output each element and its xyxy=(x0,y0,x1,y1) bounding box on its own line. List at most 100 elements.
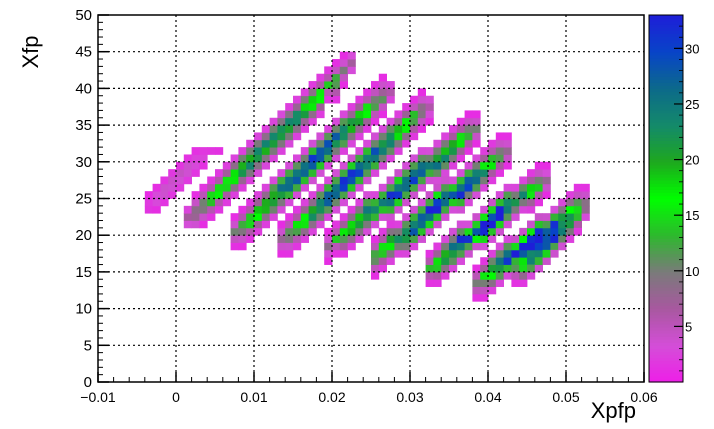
heatmap-bin xyxy=(472,132,481,141)
heatmap-bin xyxy=(378,205,387,214)
heatmap-bin xyxy=(472,110,481,119)
heatmap-bin xyxy=(316,213,325,221)
heatmap-bin xyxy=(503,257,512,265)
heatmap-bin xyxy=(402,198,411,207)
heatmap-bin xyxy=(488,176,497,185)
colorbar-segment xyxy=(649,174,683,178)
colorbar-segment xyxy=(649,330,683,334)
colorbar-segment xyxy=(649,45,683,50)
heatmap-bin xyxy=(339,242,348,251)
heatmap-bin xyxy=(472,264,481,273)
heatmap-bin xyxy=(456,242,465,251)
heatmap-bin xyxy=(441,235,450,243)
colorbar-segment xyxy=(649,216,683,221)
heatmap-bin xyxy=(316,169,325,177)
heatmap-bin xyxy=(519,191,528,199)
heatmap-bin xyxy=(339,227,348,236)
heatmap-bin xyxy=(394,147,403,155)
heatmap-bin xyxy=(425,110,434,119)
heatmap-bin xyxy=(456,220,465,229)
heatmap-bin xyxy=(488,271,497,280)
colorbar-segment xyxy=(649,76,683,80)
heatmap-bin xyxy=(324,125,333,133)
heatmap-bin xyxy=(355,147,364,155)
colorbar-segment xyxy=(649,39,683,44)
heatmap-bin xyxy=(425,264,434,273)
heatmap-bin xyxy=(488,205,497,214)
colorbar-segment xyxy=(649,33,683,38)
heatmap-bin xyxy=(417,125,426,133)
heatmap-bin xyxy=(495,147,504,155)
heatmap-bin xyxy=(371,117,380,126)
heatmap-bin xyxy=(339,249,348,258)
heatmap-bin xyxy=(277,117,286,126)
heatmap-bin xyxy=(324,147,333,155)
heatmap-bin xyxy=(456,125,465,133)
heatmap-bin xyxy=(363,220,372,229)
heatmap-bin xyxy=(519,198,528,207)
heatmap-bin xyxy=(527,264,536,273)
heatmap-bin xyxy=(191,161,200,170)
heatmap-bin xyxy=(519,242,528,251)
heatmap-bin xyxy=(425,154,434,163)
colorbar-segment xyxy=(649,118,683,123)
heatmap-bin xyxy=(503,242,512,251)
heatmap-bin xyxy=(269,183,278,192)
heatmap-bin xyxy=(347,132,356,141)
heatmap-bin xyxy=(324,66,333,75)
colorbar-segment xyxy=(649,57,683,62)
heatmap-bin xyxy=(425,220,434,229)
heatmap-bin xyxy=(386,139,395,148)
heatmap-bin xyxy=(293,242,302,251)
heatmap-bin xyxy=(285,220,294,229)
heatmap-bin xyxy=(378,139,387,148)
heatmap-bin xyxy=(324,242,333,251)
heatmap-bin xyxy=(293,125,302,133)
heatmap-bin xyxy=(425,169,434,177)
heatmap-bin xyxy=(285,117,294,126)
heatmap-bin xyxy=(285,132,294,141)
colorbar-segment xyxy=(649,137,683,141)
heatmap-bin xyxy=(191,147,200,155)
colorbar-tick-label: 20 xyxy=(685,153,699,168)
heatmap-bin xyxy=(261,183,270,192)
heatmap-bin xyxy=(199,183,208,192)
colorbar-segment xyxy=(649,140,683,145)
heatmap-bin xyxy=(417,213,426,221)
heatmap-bin xyxy=(308,81,317,89)
heatmap-bin xyxy=(410,154,419,163)
colorbar-segment xyxy=(649,244,683,249)
heatmap-bin xyxy=(519,271,528,280)
heatmap-bin xyxy=(441,205,450,214)
heatmap-bin xyxy=(550,213,559,221)
heatmap-bin xyxy=(324,205,333,214)
heatmap-bin xyxy=(519,183,528,192)
heatmap-bin xyxy=(503,132,512,141)
heatmap-bin xyxy=(488,279,497,287)
heatmap-bin xyxy=(402,191,411,199)
heatmap-bin xyxy=(480,271,489,280)
heatmap-bin xyxy=(527,227,536,236)
heatmap-bin xyxy=(363,154,372,163)
heatmap-bin xyxy=(355,176,364,185)
heatmap-bin xyxy=(441,213,450,221)
heatmap-bin xyxy=(324,227,333,236)
colorbar-segment xyxy=(649,149,683,154)
heatmap-bin xyxy=(425,205,434,214)
heatmap-bin xyxy=(519,205,528,214)
heatmap-bin xyxy=(402,161,411,170)
heatmap-bin xyxy=(456,154,465,163)
heatmap-bin xyxy=(464,139,473,148)
heatmap-bin xyxy=(308,161,317,170)
heatmap-bin xyxy=(238,220,247,229)
x-tick-label: −0.01 xyxy=(80,389,116,405)
heatmap-bin xyxy=(277,169,286,177)
heatmap-bin xyxy=(542,227,551,236)
heatmap-bin xyxy=(425,257,434,265)
heatmap-bin xyxy=(215,205,224,214)
heatmap-bin xyxy=(511,183,520,192)
heatmap-bin xyxy=(261,132,270,141)
heatmap-bin xyxy=(410,213,419,221)
heatmap-bin xyxy=(183,169,192,177)
heatmap-bin xyxy=(332,235,341,243)
